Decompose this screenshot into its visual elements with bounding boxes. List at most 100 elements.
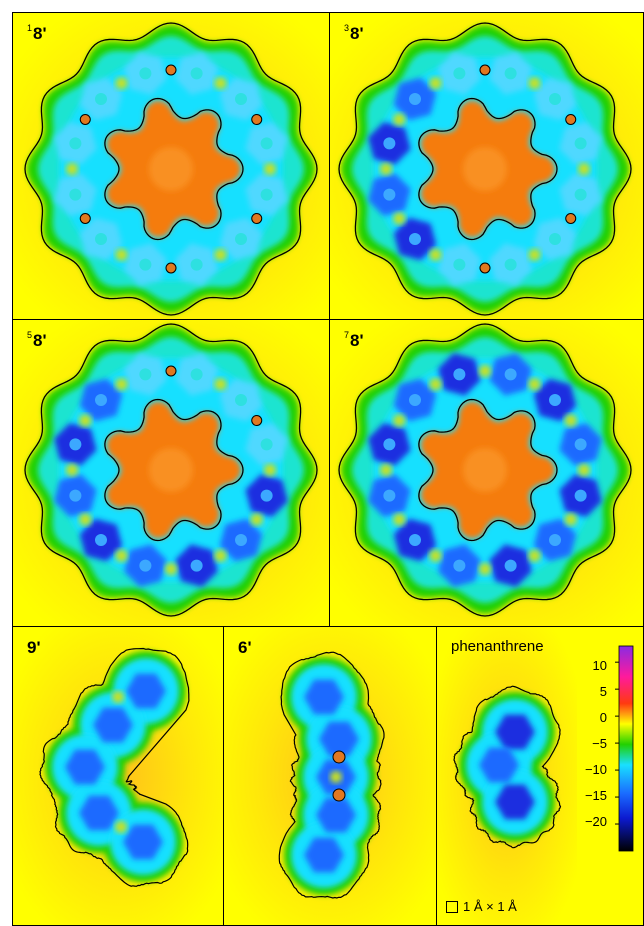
hexagon-center	[190, 258, 203, 271]
hexagon-center	[574, 137, 587, 150]
deshielded-spot	[251, 213, 263, 224]
hexagon-center	[94, 92, 107, 105]
nics-map-6	[224, 627, 436, 925]
contour-outer	[39, 647, 190, 887]
hexagon-center	[408, 233, 421, 246]
junction-spot	[528, 77, 541, 90]
hexagon-center	[190, 559, 203, 572]
panel-1-8: 18'	[12, 12, 330, 320]
junction-spot	[115, 821, 127, 833]
junction-spot	[264, 163, 276, 175]
junction-spot	[380, 163, 392, 175]
nics-map-1-8	[13, 13, 329, 319]
hexagon-center	[139, 67, 152, 80]
hexagon	[319, 721, 359, 757]
hexagon-center	[94, 393, 107, 406]
junction-spot	[66, 464, 78, 476]
junction-spot	[115, 549, 128, 562]
tick-label-m10: −10	[584, 762, 607, 777]
junction-spot	[429, 248, 442, 261]
panel-label: 9'	[27, 638, 41, 657]
panel-label: 78'	[344, 330, 364, 350]
tick-label-0: 0	[599, 710, 607, 725]
hexagon-center	[549, 534, 562, 547]
hexagon-center	[69, 489, 82, 502]
hexagon-center	[69, 438, 82, 451]
junction-spot	[214, 248, 227, 261]
junction-spot	[165, 563, 177, 575]
hexagon-center	[94, 233, 107, 246]
core-center	[463, 448, 507, 492]
hexagon-center	[139, 559, 152, 572]
panel-3-8: 38'	[329, 12, 644, 320]
contour-inner	[418, 398, 558, 542]
contour-outer	[453, 685, 562, 849]
junction-spot	[380, 464, 392, 476]
hexagon-center	[235, 92, 248, 105]
core-center	[149, 147, 193, 191]
hexagon	[495, 714, 535, 750]
junction-spot	[115, 77, 128, 90]
panel-phenanthrene: phenanthrene 10 5 0 −5 −10 −15 −20 1 Å ×…	[436, 626, 644, 926]
hexagon-center	[504, 559, 517, 572]
hexagon-center	[235, 534, 248, 547]
hexagon-center	[260, 137, 273, 150]
hexagon-center	[190, 67, 203, 80]
junction-spot	[393, 513, 406, 526]
colorbar	[615, 645, 634, 852]
hexagon-center	[408, 393, 421, 406]
junction-spot	[479, 365, 491, 377]
hexagon-center	[408, 534, 421, 547]
junction-spot	[528, 378, 541, 391]
contour-outer	[24, 323, 318, 617]
junction-spot	[393, 113, 406, 126]
hexagon-center	[574, 489, 587, 502]
deshielded-spot	[165, 262, 177, 274]
hexagon-center	[383, 188, 396, 201]
contour-inner	[418, 97, 558, 241]
junction-spot	[578, 464, 590, 476]
deshielded-spot	[479, 262, 491, 274]
contour-outer	[24, 22, 318, 316]
junction-spot	[214, 77, 227, 90]
hexagon-center	[69, 188, 82, 201]
core-center	[149, 448, 193, 492]
deshielded-spot	[251, 415, 263, 426]
junction-spot	[429, 77, 442, 90]
hexagon	[304, 679, 344, 715]
hexagon	[495, 784, 535, 820]
tick-label-10: 10	[592, 658, 607, 673]
panel-9: 9'	[12, 626, 224, 926]
tick-label-m15: −15	[584, 788, 607, 803]
junction-spot	[479, 563, 491, 575]
panel-5-8: 58'	[12, 319, 330, 627]
deshielded-spot	[165, 365, 177, 377]
panel-7-8: 78'	[329, 319, 644, 627]
deshielded-spot	[332, 750, 346, 764]
contour-outer	[338, 22, 632, 316]
hexagon	[304, 837, 344, 873]
nics-map-9	[13, 627, 223, 925]
hexagon-center	[574, 438, 587, 451]
hexagon	[65, 749, 105, 785]
hexagon-center	[260, 188, 273, 201]
hexagon-center	[383, 489, 396, 502]
hexagon-center	[383, 438, 396, 451]
junction-spot	[528, 248, 541, 261]
hexagon	[123, 824, 163, 860]
junction-spot	[214, 549, 227, 562]
panel-label: 38'	[344, 23, 364, 43]
contour-inner	[104, 97, 244, 241]
junction-spot	[79, 414, 92, 427]
hexagon-center	[453, 258, 466, 271]
deshielded-spot	[479, 64, 491, 76]
hexagon	[126, 673, 166, 709]
junction-spot	[564, 414, 577, 427]
junction-spot	[564, 513, 577, 526]
junction-spot	[250, 513, 263, 526]
deshielded-spot	[332, 788, 346, 802]
hexagon-center	[574, 188, 587, 201]
scale-square	[446, 901, 458, 913]
hexagon-center	[408, 92, 421, 105]
hexagon	[479, 747, 519, 783]
